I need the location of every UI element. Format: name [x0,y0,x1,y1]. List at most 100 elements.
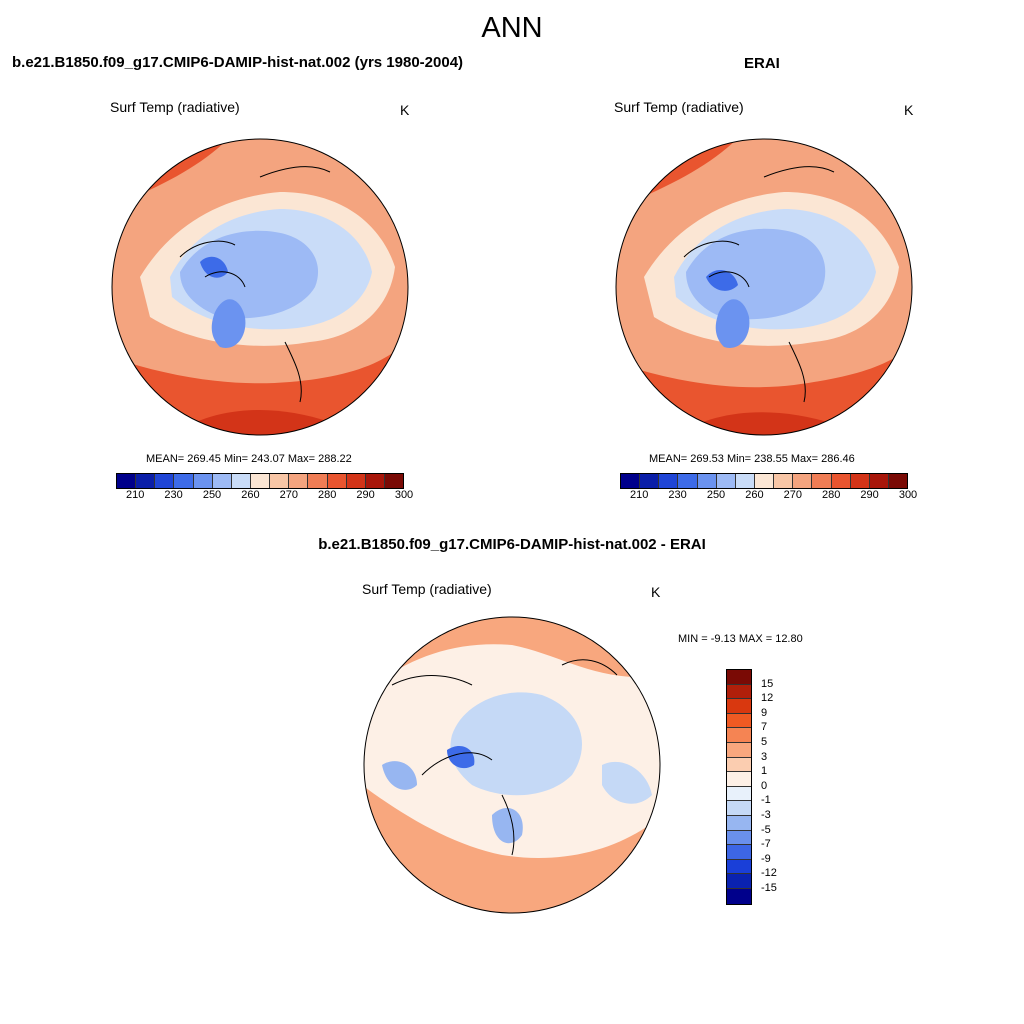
map-boundary [615,138,913,436]
colorbar-swatch [727,874,751,889]
colorbar-swatch [888,474,908,488]
colorbar-tick-label: -9 [761,852,771,865]
colorbar-tick-label: 260 [745,489,764,501]
panel-3-units-label: K [651,584,661,600]
archipelago-coldest-region [200,256,228,278]
colorbar-swatch [727,742,751,758]
colorbar-swatch [869,474,889,488]
colorbar-swatch [727,830,751,846]
colorbar-tick-label: 230 [164,489,183,501]
colorbar-swatch [270,474,290,488]
colorbar-tick-label: 7 [761,721,768,734]
colorbar-swatch [117,474,137,488]
colorbar-swatch [640,474,660,488]
colorbar-swatch [136,474,156,488]
colorbar-tick-label: -12 [761,867,777,880]
map-boundary [111,138,409,436]
panel-1-units-label: K [400,102,410,118]
colorbar-swatch [727,888,751,904]
coastline-outline [179,166,331,403]
colorbar-tick-label: -3 [761,809,771,821]
colorbar-tick-label: 0 [761,779,768,792]
colorbar-swatches [116,473,404,489]
panel-2-polar-map [615,138,913,436]
colorbar-tick-label: 9 [761,706,768,719]
colorbar-tick-label: 250 [202,489,222,501]
cool-difference-siberia [602,761,652,804]
panel-1-stats: MEAN= 269.45 Min= 243.07 Max= 288.22 [146,453,352,465]
cold-difference-archipelago [447,745,475,769]
greenland-cold-region [211,299,246,348]
panel-3-colorbar [726,669,752,905]
cold-difference-alaska [382,761,417,790]
colorbar-swatch [727,670,751,685]
colorbar-swatch [754,474,775,488]
colorbar-swatch [727,815,751,831]
colorbar-swatch [727,845,751,860]
colorbar-swatch [716,474,736,488]
colorbar-swatch [621,474,641,488]
colorbar-tick-label: 280 [822,489,841,501]
panel-2-variable-label: Surf Temp (radiative) [614,99,744,115]
coastline-outline [683,166,835,403]
panel-3-polar-map [363,616,661,914]
colorbar-tick-label: 300 [394,489,414,501]
map-boundary [363,616,661,914]
colorbar-swatch [735,474,755,488]
colorbar-swatch [727,859,751,875]
cold-arctic-region [686,228,826,320]
colorbar-swatch [327,474,347,488]
colorbar-swatch [727,772,751,787]
colorbar-tick-label: 290 [356,489,375,501]
archipelago-coldest-region [706,270,738,291]
figure-title: ANN [481,12,543,44]
colorbar-swatch [727,699,751,714]
colorbar-swatch [727,786,751,802]
panel-1-variable-label: Surf Temp (radiative) [110,99,240,115]
colorbar-swatch [727,713,751,729]
colorbar-swatch [727,728,751,743]
colorbar-swatch [384,474,404,488]
panel-3-colorbar-labels: 15 12 9 7 5 3 1 0 -1 -3 -5 -7 -9 -12 -15 [761,669,801,909]
panel-3-stats: MIN = -9.13 MAX = 12.80 [678,633,803,645]
colorbar-swatch [231,474,251,488]
colorbar-tick-label: -15 [761,882,777,894]
colorbar-swatch [365,474,385,488]
colorbar-swatch [831,474,851,488]
colorbar-swatch [250,474,271,488]
colorbar-tick-label: -5 [761,823,771,836]
colorbar-tick-label: 300 [898,489,918,501]
colorbar-swatches [620,473,908,489]
panel-2-colorbar: 210 230 250 260 270 280 290 300 [620,473,917,503]
panel-1-polar-map [111,138,409,436]
colorbar-swatch [812,474,832,488]
panel-1-heading: b.e21.B1850.f09_g17.CMIP6-DAMIP-hist-nat… [12,54,464,71]
colorbar-tick-label: 5 [761,736,768,748]
colorbar-swatch [193,474,213,488]
colorbar-tick-label: 3 [761,750,768,763]
warm-atlantic-region [616,342,912,435]
panel-2-heading: ERAI [744,55,780,72]
colorbar-tick-label: -1 [761,794,771,807]
colorbar-swatch [289,474,309,488]
colorbar-tick-label: 1 [761,765,768,778]
colorbar-swatch [678,474,698,488]
cool-difference-arctic [450,692,582,796]
cold-difference-greenland [492,807,523,844]
colorbar-tick-label: 250 [706,489,726,501]
colorbar-swatch [155,474,175,488]
warm-atlantic-region [112,337,408,435]
colorbar-tick-label: -7 [761,838,771,851]
colorbar-tick-label: 290 [860,489,879,501]
panel-2-stats: MEAN= 269.53 Min= 238.55 Max= 286.46 [649,453,855,465]
colorbar-swatch [659,474,679,488]
colorbar-swatch [727,801,751,816]
colorbar-tick-labels: 210 230 250 260 270 280 290 300 [116,489,413,503]
colorbar-tick-labels: 210 230 250 260 270 280 290 300 [620,489,917,503]
colorbar-swatch [174,474,194,488]
panel-2-units-label: K [904,102,914,118]
panel-3-variable-label: Surf Temp (radiative) [362,581,492,597]
colorbar-tick-label: 260 [241,489,260,501]
colorbar-swatch [308,474,328,488]
colorbar-swatch [727,684,751,700]
